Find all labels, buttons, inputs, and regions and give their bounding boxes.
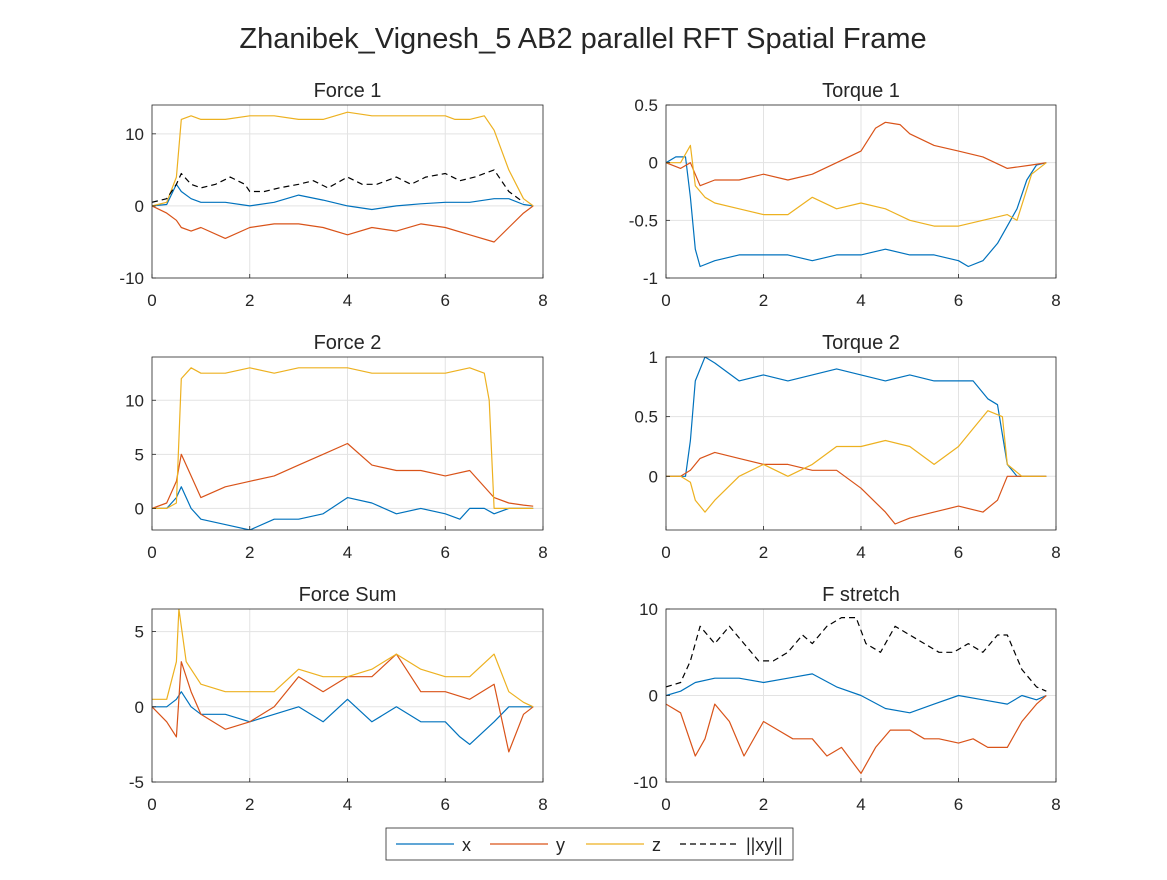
x-tick-label: 6	[441, 543, 450, 562]
series-line-y	[666, 451, 1047, 525]
x-tick-label: 4	[343, 795, 352, 814]
legend-label-x: x	[462, 835, 471, 855]
series-group	[666, 121, 1047, 268]
legend-label-xy: ||xy||	[746, 835, 783, 855]
series-line-x	[152, 691, 534, 745]
y-tick-label: -5	[129, 773, 144, 792]
legend-label-z: z	[652, 835, 661, 855]
y-tick-label: -0.5	[629, 211, 658, 230]
subplot-2: 0 2 4 6 8 -1 -0.5 0 0.5 Torque 1	[629, 80, 1061, 310]
series-group	[666, 357, 1047, 525]
x-tick-label: 4	[343, 543, 352, 562]
series-line-z	[666, 144, 1047, 227]
y-tick-label: 10	[639, 600, 658, 619]
x-tick-label: 2	[759, 291, 768, 310]
figure-title: Zhanibek_Vignesh_5 AB2 parallel RFT Spat…	[239, 23, 926, 55]
y-tick-label: -10	[119, 269, 144, 288]
series-line-y	[152, 442, 534, 509]
x-tick-label: 6	[954, 543, 963, 562]
series-line-y	[666, 695, 1047, 774]
y-tick-label: -1	[643, 269, 658, 288]
y-tick-label: 0	[649, 687, 658, 706]
series-line-z	[152, 367, 534, 509]
y-tick-label: 0	[135, 197, 144, 216]
series-line-x	[152, 183, 534, 211]
x-tick-label: 6	[954, 291, 963, 310]
series-line-y	[152, 653, 534, 753]
subplot-title: Force Sum	[299, 584, 397, 606]
y-tick-label: 10	[125, 125, 144, 144]
subplot-title: F stretch	[822, 584, 900, 606]
y-tick-label: 0	[649, 467, 658, 486]
series-group	[152, 111, 534, 243]
subplot-title: Torque 2	[822, 332, 900, 354]
series-line-z	[152, 609, 534, 708]
x-tick-label: 8	[1051, 543, 1060, 562]
y-tick-label: 0.5	[634, 96, 658, 115]
y-tick-label: 0	[135, 698, 144, 717]
x-tick-label: 6	[441, 291, 450, 310]
x-tick-label: 0	[147, 795, 156, 814]
y-tick-label: -10	[633, 773, 658, 792]
legend: x y z ||xy||	[385, 827, 794, 861]
x-tick-label: 0	[661, 291, 670, 310]
series-line-y	[666, 121, 1047, 187]
x-tick-label: 4	[856, 291, 865, 310]
x-tick-label: 8	[538, 543, 547, 562]
x-tick-label: 4	[856, 795, 865, 814]
y-tick-label: 5	[135, 623, 144, 642]
series-group	[152, 367, 534, 530]
y-tick-label: 0.5	[634, 408, 658, 427]
series-line-x	[152, 486, 534, 530]
subplot-4: 0 2 4 6 8 0 0.5 1 Torque 2	[634, 332, 1060, 562]
y-tick-label: 1	[649, 348, 658, 367]
subplot-3: 0 2 4 6 8 0 5 10 Force 2	[125, 332, 548, 562]
y-tick-label: 10	[125, 391, 144, 410]
subplot-title: Force 1	[314, 80, 382, 102]
legend-label-y: y	[556, 835, 565, 855]
series-line-z	[666, 410, 1047, 513]
x-tick-label: 2	[759, 795, 768, 814]
series-line-z	[152, 111, 534, 207]
x-tick-label: 8	[538, 795, 547, 814]
series-group	[152, 609, 534, 753]
series-line-y	[152, 205, 534, 243]
x-tick-label: 0	[661, 795, 670, 814]
series-line-x	[666, 673, 1047, 714]
series-line-x	[666, 357, 1047, 477]
series-line-x	[666, 156, 1047, 268]
x-tick-label: 8	[1051, 795, 1060, 814]
x-tick-label: 8	[1051, 291, 1060, 310]
x-tick-label: 6	[441, 795, 450, 814]
x-tick-label: 0	[661, 543, 670, 562]
x-tick-label: 2	[245, 795, 254, 814]
x-tick-label: 6	[954, 795, 963, 814]
subplot-title: Force 2	[314, 332, 382, 354]
x-tick-label: 2	[245, 291, 254, 310]
x-tick-label: 8	[538, 291, 547, 310]
series-line-xy	[152, 169, 524, 203]
series-group	[666, 617, 1047, 774]
x-tick-label: 2	[759, 543, 768, 562]
x-tick-label: 0	[147, 291, 156, 310]
x-tick-label: 4	[856, 543, 865, 562]
x-tick-label: 2	[245, 543, 254, 562]
subplot-title: Torque 1	[822, 80, 900, 102]
series-line-xy	[666, 617, 1047, 692]
y-tick-label: 0	[649, 154, 658, 173]
x-tick-label: 4	[343, 291, 352, 310]
y-tick-label: 5	[135, 445, 144, 464]
y-tick-label: 0	[135, 499, 144, 518]
x-tick-label: 0	[147, 543, 156, 562]
